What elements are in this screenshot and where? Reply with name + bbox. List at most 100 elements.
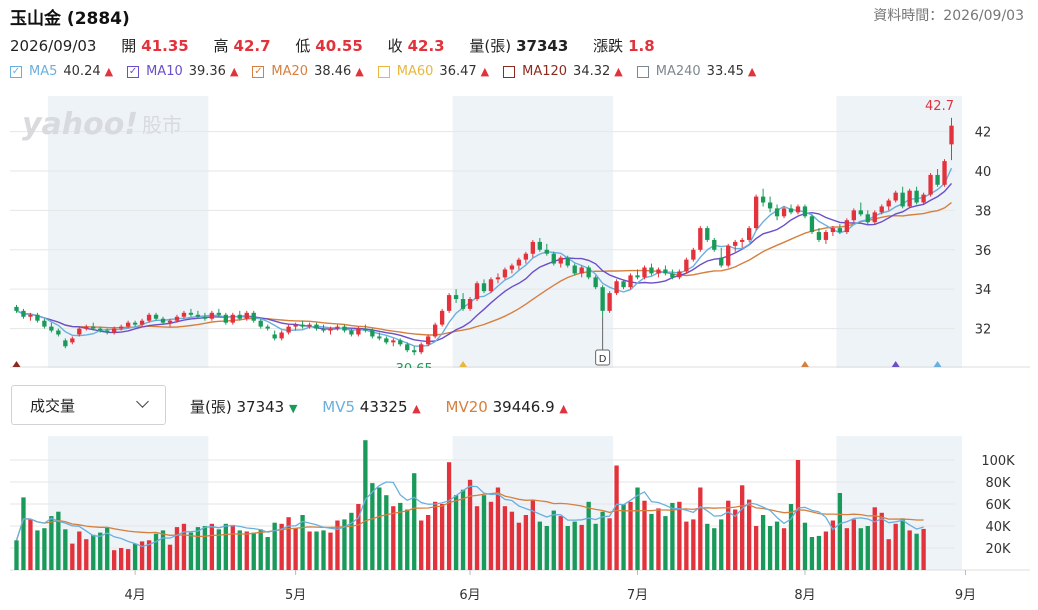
candle: [188, 308, 194, 317]
candle: [460, 293, 466, 311]
volume-info: 量(張) 37343 ▼ MV5 43325 ▲ MV20 39446.9 ▲: [190, 396, 588, 417]
volume-bar: [677, 501, 682, 570]
candle-body: [488, 279, 494, 292]
volume-bar: [286, 517, 291, 570]
candle-body: [523, 253, 529, 260]
mv5-trend-icon: ▲: [412, 402, 421, 415]
volume-value: 37343: [516, 37, 569, 55]
candle: [949, 117, 954, 161]
volume-bar: [537, 521, 542, 570]
volume-bar: [509, 511, 515, 570]
volume-bar: [495, 487, 501, 570]
ma-toggle-ma60[interactable]: MA60 36.47 ▲: [377, 64, 490, 79]
candle-body: [628, 275, 633, 288]
change-label: 漲跌: [593, 37, 624, 55]
trend-up-icon: ▲: [104, 65, 114, 78]
candle-body: [328, 328, 333, 331]
volume-bar: [28, 519, 33, 570]
ma-legend: ✓ MA5 40.24 ▲ ✓ MA10 39.36 ▲ ✓ MA20 38.46 ▲ MA60 36.4…: [10, 64, 770, 79]
candle: [272, 330, 277, 341]
candle: [244, 310, 249, 321]
candle: [663, 265, 668, 276]
mv20-trend-icon: ▲: [559, 402, 568, 415]
candle: [935, 169, 940, 187]
candle-body: [788, 208, 794, 213]
candle: [105, 328, 110, 335]
volume-chart[interactable]: 20K 40K 60K 80K 100K 4月 5月 6月 7月 8月 9月: [10, 436, 1030, 606]
checkbox-checked-icon[interactable]: ✓: [127, 65, 140, 78]
volume-bar: [237, 530, 242, 570]
volume-bar: [698, 487, 703, 570]
volume-bar: [746, 499, 752, 570]
volume-bar: [370, 483, 375, 570]
candle: [495, 273, 501, 284]
volume-bar: [670, 502, 675, 570]
volume-bar: [377, 487, 382, 570]
candle: [391, 338, 396, 347]
candle-body: [935, 174, 940, 185]
candle-body: [565, 257, 570, 266]
candle-body: [370, 330, 375, 337]
candle-body: [139, 320, 145, 325]
low-value: 40.55: [315, 37, 363, 55]
candle-body: [928, 174, 933, 195]
candle: [209, 310, 215, 321]
indicator-select[interactable]: 成交量: [11, 385, 166, 425]
candle: [202, 312, 208, 321]
y-axis-tick-label: 40K: [985, 520, 1011, 535]
candle: [900, 186, 905, 209]
ma-toggle-ma5[interactable]: ✓ MA5 40.24 ▲: [10, 64, 113, 79]
volume-bar: [579, 524, 584, 570]
candle-body: [726, 245, 731, 266]
checkbox-empty-icon[interactable]: [377, 65, 390, 78]
volume-bar: [886, 539, 891, 570]
ma-toggle-ma120[interactable]: MA120 34.32 ▲: [503, 64, 623, 79]
candle-body: [551, 253, 556, 264]
candle-body: [63, 340, 68, 347]
volume-bar: [572, 521, 577, 570]
checkbox-checked-icon[interactable]: ✓: [252, 65, 265, 78]
candle: [530, 239, 536, 258]
candle: [781, 206, 787, 219]
candle: [823, 230, 829, 244]
trend-up-icon: ▲: [480, 65, 490, 78]
checkbox-empty-icon[interactable]: [503, 65, 516, 78]
candle: [237, 310, 242, 321]
ma-toggle-ma240[interactable]: MA240 33.45 ▲: [636, 64, 756, 79]
candle: [593, 275, 598, 290]
candle: [195, 310, 201, 319]
candle-body: [705, 228, 710, 240]
candle: [356, 326, 361, 337]
volume-bar: [453, 495, 459, 570]
candle: [251, 310, 256, 323]
trade-date: 2026/09/03: [10, 37, 97, 55]
signal-marker-icon: [459, 361, 468, 367]
vol-trend-icon: ▼: [289, 402, 298, 415]
ma-toggle-ma20[interactable]: ✓ MA20 38.46 ▲: [252, 64, 364, 79]
volume-bar: [760, 515, 766, 570]
volume-bar: [795, 460, 801, 570]
candle-body: [719, 257, 724, 266]
candle-body: [35, 314, 40, 321]
candle: [21, 308, 26, 319]
volume-bar: [467, 479, 473, 570]
ma-toggle-ma10[interactable]: ✓ MA10 39.36 ▲: [127, 64, 238, 79]
y-axis-tick-label: 36: [975, 244, 992, 259]
candle: [600, 285, 605, 317]
volume-bar: [153, 533, 159, 570]
candle-body: [837, 228, 843, 233]
candle-body: [112, 328, 117, 333]
price-chart[interactable]: 32 34 36 38 40 42 yahoo!股市 42.7 30.65 D: [10, 96, 1030, 368]
candle-body: [635, 275, 640, 278]
low-label: 低: [295, 37, 311, 55]
candle: [153, 312, 159, 321]
candle-body: [167, 320, 173, 323]
candle: [837, 224, 843, 235]
mv5-label: MV5: [322, 398, 355, 416]
checkbox-checked-icon[interactable]: ✓: [10, 65, 22, 78]
candle: [607, 291, 612, 313]
candle-body: [642, 267, 647, 278]
volume-bar: [363, 440, 368, 570]
checkbox-empty-icon[interactable]: [636, 65, 649, 78]
volume-bar: [125, 549, 131, 570]
